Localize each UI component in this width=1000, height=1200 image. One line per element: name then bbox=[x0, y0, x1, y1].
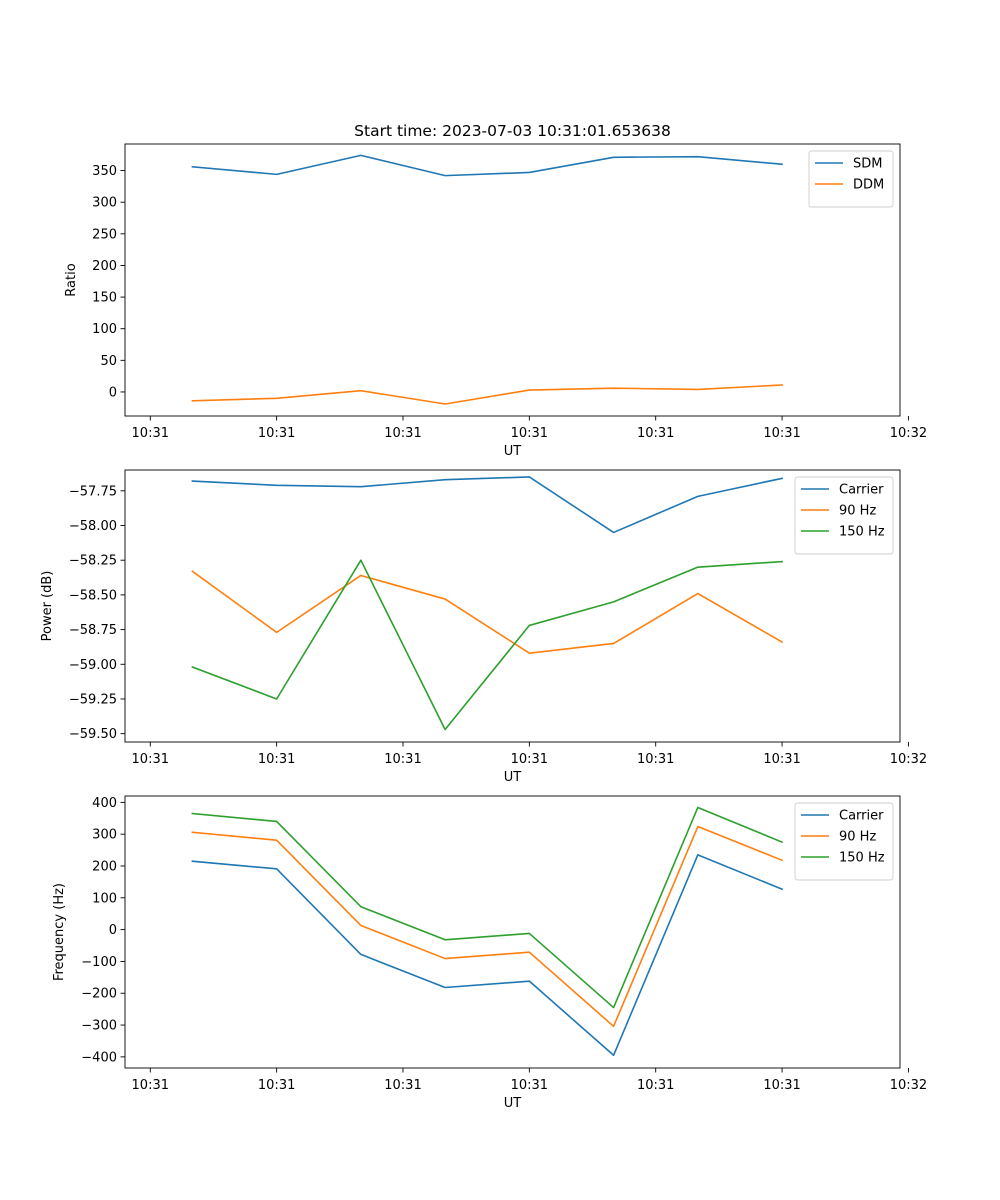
x-tick-label: 10:31 bbox=[637, 426, 674, 441]
series-line-carrier bbox=[191, 854, 784, 1057]
x-tick-label: 10:31 bbox=[132, 426, 169, 441]
legend-box bbox=[808, 150, 894, 208]
x-tick-label: 10:31 bbox=[384, 426, 421, 441]
chart-panel-3: 10:31 10:31 10:31 10:31 10:31 10:31 10:32 −400 −… bbox=[52, 795, 927, 1111]
legend-label: SDM bbox=[853, 157, 882, 172]
x-tick-label: 10:31 bbox=[763, 752, 800, 767]
y-tick-label: −58.00 bbox=[69, 519, 117, 534]
x-axis-label: UT bbox=[504, 770, 522, 785]
x-tick-label: 10:31 bbox=[511, 1078, 548, 1093]
chart-panel-1: 10:31 10:31 10:31 10:31 10:31 10:31 10:32 0 50 10… bbox=[64, 122, 927, 459]
series-line-150-hz bbox=[191, 806, 784, 1009]
series-line-carrier bbox=[191, 476, 784, 534]
x-tick-label: 10:31 bbox=[132, 752, 169, 767]
y-tick-label: 300 bbox=[92, 196, 117, 211]
y-tick-label: 250 bbox=[92, 227, 117, 242]
y-tick-label: 0 bbox=[109, 385, 117, 400]
x-tick-label: 10:31 bbox=[637, 752, 674, 767]
y-tick-label: −57.75 bbox=[69, 484, 117, 499]
x-tick-label: 10:31 bbox=[258, 752, 295, 767]
legend-label: 90 Hz bbox=[839, 830, 876, 845]
x-tick-label: 10:32 bbox=[890, 426, 927, 441]
x-tick-label: 10:31 bbox=[132, 1078, 169, 1093]
y-tick-label: −58.75 bbox=[69, 623, 117, 638]
axes-frame bbox=[124, 143, 901, 417]
x-tick-label: 10:31 bbox=[763, 426, 800, 441]
axes-frame bbox=[124, 469, 901, 743]
y-tick-label: 50 bbox=[100, 354, 117, 369]
legend-label: Carrier bbox=[839, 483, 884, 498]
y-tick-label: −58.50 bbox=[69, 588, 117, 603]
x-tick-label: 10:31 bbox=[511, 752, 548, 767]
y-tick-label: −200 bbox=[81, 987, 117, 1002]
legend-label: Carrier bbox=[839, 809, 884, 824]
y-tick-label: 400 bbox=[92, 796, 117, 811]
y-axis-label: Ratio bbox=[64, 263, 79, 296]
y-tick-label: −59.00 bbox=[69, 658, 117, 673]
y-tick-label: −400 bbox=[81, 1050, 117, 1065]
y-tick-label: −59.50 bbox=[69, 727, 117, 742]
legend-box bbox=[794, 802, 894, 881]
y-tick-label: −300 bbox=[81, 1019, 117, 1034]
y-tick-label: −59.25 bbox=[69, 692, 117, 707]
legend: Carrier 90 Hz 150 Hz bbox=[794, 802, 894, 881]
y-tick-label: 350 bbox=[92, 164, 117, 179]
x-tick-label: 10:31 bbox=[384, 752, 421, 767]
x-tick-label: 10:32 bbox=[890, 1078, 927, 1093]
y-axis-label: Power (dB) bbox=[40, 571, 55, 642]
series-line-150-hz bbox=[191, 559, 783, 731]
y-tick-label: 200 bbox=[92, 859, 117, 874]
x-tick-label: 10:32 bbox=[890, 752, 927, 767]
x-axis-label: UT bbox=[504, 444, 522, 459]
y-tick-label: 150 bbox=[92, 291, 117, 306]
x-tick-label: 10:31 bbox=[258, 426, 295, 441]
x-axis-label: UT bbox=[504, 1096, 522, 1111]
legend: SDM DDM bbox=[808, 150, 894, 208]
y-tick-label: 100 bbox=[92, 891, 117, 906]
y-tick-label: 0 bbox=[109, 923, 117, 938]
axes-frame bbox=[124, 795, 901, 1069]
y-tick-label: 100 bbox=[92, 322, 117, 337]
x-tick-label: 10:31 bbox=[384, 1078, 421, 1093]
legend-label: 150 Hz bbox=[839, 851, 885, 866]
x-tick-label: 10:31 bbox=[258, 1078, 295, 1093]
chart-layer: 10:31 10:31 10:31 10:31 10:31 10:31 10:32 0 50 10… bbox=[40, 122, 927, 1111]
x-tick-label: 10:31 bbox=[637, 1078, 674, 1093]
legend-label: 90 Hz bbox=[839, 504, 876, 519]
y-tick-label: −58.25 bbox=[69, 554, 117, 569]
y-tick-label: −100 bbox=[81, 955, 117, 970]
y-tick-label: 300 bbox=[92, 828, 117, 843]
series-line-ddm bbox=[191, 384, 783, 405]
y-axis-label: Frequency (Hz) bbox=[52, 883, 67, 981]
legend: Carrier 90 Hz 150 Hz bbox=[794, 476, 894, 555]
series-line-sdm bbox=[191, 154, 783, 177]
legend-label: DDM bbox=[853, 178, 884, 193]
chart-title: Start time: 2023-07-03 10:31:01.653638 bbox=[354, 122, 671, 140]
series-line-90-hz bbox=[191, 825, 784, 1028]
y-tick-label: 200 bbox=[92, 259, 117, 274]
legend-label: 150 Hz bbox=[839, 525, 885, 540]
x-tick-label: 10:31 bbox=[511, 426, 548, 441]
series-line-90-hz bbox=[191, 570, 784, 654]
x-tick-label: 10:31 bbox=[763, 1078, 800, 1093]
chart-panel-2: 10:31 10:31 10:31 10:31 10:31 10:31 10:32 −59.5… bbox=[40, 469, 927, 785]
legend-box bbox=[794, 476, 894, 555]
